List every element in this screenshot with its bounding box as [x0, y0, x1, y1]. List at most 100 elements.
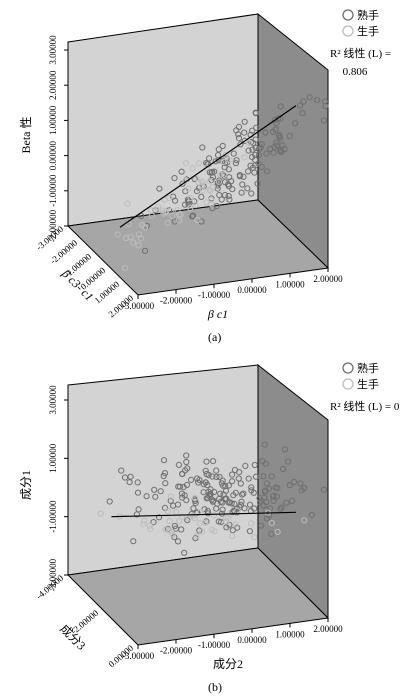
- panel-a-point-expert: [156, 185, 163, 192]
- panel-b-point-expert: [176, 483, 184, 490]
- panel-b-point-expert: [229, 478, 236, 485]
- panel-a-point-novice: [147, 207, 155, 214]
- panel-a-point-novice: [122, 264, 129, 271]
- panel-b-point-novice: [191, 495, 199, 502]
- panel-a-point-expert: [232, 160, 239, 167]
- panel-a-point-expert: [198, 193, 205, 200]
- panel-b-point-expert: [174, 501, 182, 508]
- panel-a-point-novice: [185, 185, 192, 192]
- panel-b-point-expert: [162, 480, 169, 487]
- panel-a-point-novice: [135, 231, 142, 238]
- panel-b-fit-line: [111, 511, 296, 518]
- panel-b-x-tick-label: -3.00000: [122, 651, 155, 661]
- panel-b-x-tick-label: 1.00000: [275, 629, 305, 639]
- panel-b-point-expert: [216, 495, 223, 503]
- panel-a-point-expert: [245, 168, 252, 175]
- panel-a-point-expert: [264, 168, 271, 175]
- panel-b-point-novice: [274, 528, 281, 535]
- panel-a-point-novice: [241, 154, 248, 161]
- panel-b-y-tick-label: 1.00000: [48, 443, 58, 473]
- panel-a-fit-line: [119, 105, 297, 228]
- panel-b-point-expert: [237, 480, 244, 487]
- panel-b-y-axis-label: 成分1: [19, 470, 33, 500]
- panel-a-legend-label-novice: 生手: [357, 24, 379, 38]
- panel-b-point-novice: [225, 514, 232, 521]
- panel-b-legend-label-expert: 熟手: [357, 361, 379, 375]
- panel-a-x-tick-label: -2.00000: [160, 296, 193, 306]
- panel-b-x-tick-label: 0.00000: [237, 635, 267, 645]
- panel-a-point-expert: [272, 126, 279, 133]
- panel-a-point-novice: [193, 175, 200, 182]
- panel-a-point-expert: [258, 163, 265, 171]
- panel-b-point-expert: [160, 457, 168, 464]
- panel-a-point-novice: [195, 160, 202, 167]
- panel-b-point-expert: [285, 458, 292, 465]
- panel-b-legend-marker-expert: [342, 362, 354, 374]
- panel-b-point-expert: [174, 538, 182, 545]
- panel-a-legend-marker-novice: [342, 25, 354, 37]
- panel-a-point-expert: [249, 164, 256, 171]
- panel-a-point-novice: [114, 231, 121, 238]
- panel-b-point-novice: [268, 520, 275, 527]
- panel-b-point-expert: [248, 484, 255, 491]
- panel-a-point-novice: [245, 139, 253, 146]
- panel-a-point-expert: [277, 134, 284, 141]
- panel-a-point-expert: [245, 147, 252, 154]
- panel-b-x-tick-label: 2.00000: [313, 624, 343, 634]
- panel-a-point-novice: [217, 171, 224, 178]
- panel-a-y-tick-label: -2.00000: [48, 209, 58, 242]
- panel-b-point-expert: [221, 495, 228, 502]
- panel-a-y-tick-label: 1.00000: [48, 105, 58, 135]
- panel-a-point-expert: [219, 158, 226, 165]
- panel-b-point-expert: [262, 488, 269, 495]
- panel-b-fit-label: R² 线性 (L) = 0: [330, 399, 400, 413]
- panel-a-point-expert: [306, 94, 313, 101]
- panel-a-point-novice: [209, 183, 216, 190]
- panel-a-y-tick-label: -1.00000: [48, 174, 58, 207]
- panel-b-point-expert: [190, 505, 197, 512]
- panel-b-point-novice: [166, 527, 173, 534]
- panel-b-point-expert: [202, 479, 209, 486]
- panel-b-point-expert: [226, 521, 233, 528]
- panel-a-point-novice: [127, 234, 134, 241]
- panel-b-point-novice: [146, 522, 153, 529]
- panel-b-point-expert: [240, 490, 247, 497]
- panel-a-point-novice: [220, 158, 227, 165]
- panel-a-point-expert: [229, 186, 236, 193]
- panel-b-point-expert: [279, 465, 287, 473]
- panel-a-point-expert: [216, 192, 223, 199]
- panel-b-point-novice: [191, 515, 198, 522]
- panel-a-point-novice: [155, 207, 162, 214]
- panel-b-point-expert: [289, 497, 296, 504]
- panel-a-point-expert: [321, 98, 329, 105]
- panel-b-point-expert: [203, 495, 210, 502]
- panel-b-point-expert: [320, 486, 328, 493]
- panel-a-point-expert: [297, 102, 304, 109]
- panel-a-point-expert: [320, 117, 328, 124]
- panel-b-point-novice: [179, 513, 186, 520]
- panel-a-fit-label: R² 线性 (L) =: [330, 46, 391, 60]
- panel-b-point-expert: [209, 473, 216, 480]
- panel-b-point-expert: [118, 467, 125, 474]
- panel-a-point-expert: [171, 175, 178, 182]
- panel-a-point-expert: [322, 102, 329, 110]
- panel-a-fit-value: 0.806: [343, 66, 368, 78]
- panel-b-point-expert: [194, 475, 201, 482]
- panel-a-point-expert: [299, 110, 306, 117]
- panel-b-point-expert: [282, 446, 289, 453]
- caption-a: (a): [208, 330, 222, 344]
- panel-a-point-novice: [124, 200, 131, 207]
- panel-a-point-expert: [228, 178, 235, 185]
- panel-b-point-expert: [261, 441, 268, 448]
- panel-a-point-expert: [221, 179, 229, 186]
- panel-b-point-novice: [166, 517, 173, 525]
- panel-b-point-novice: [167, 493, 174, 500]
- panel-a-point-novice: [199, 179, 206, 186]
- panel-a-y-tick-label: 3.00000: [48, 35, 58, 65]
- panel-a-point-expert: [235, 123, 243, 131]
- panel-a-point-expert: [241, 118, 248, 125]
- panel-b-point-novice: [176, 517, 183, 525]
- panel-b-x-tick-label: -1.00000: [198, 640, 231, 650]
- panel-b-point-novice: [193, 533, 200, 540]
- panel-b-point-expert: [246, 501, 254, 508]
